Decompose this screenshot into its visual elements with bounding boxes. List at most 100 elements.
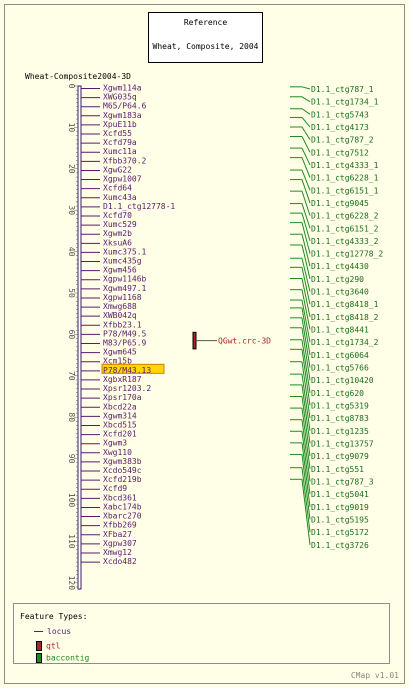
contig-label[interactable]: D1.1_ctg9045 bbox=[311, 199, 369, 208]
marker-label[interactable]: Xabc174b bbox=[103, 502, 142, 511]
contig-label[interactable]: D1.1_ctg5172 bbox=[311, 528, 369, 537]
contig-label[interactable]: D1.1_ctg8418_2 bbox=[311, 313, 379, 322]
marker-label[interactable]: Xbarc270 bbox=[103, 512, 142, 521]
axis-tick-label: 30 bbox=[67, 205, 76, 215]
marker-label[interactable]: Xumc529 bbox=[103, 220, 137, 229]
marker-label[interactable]: Xgwm314 bbox=[103, 411, 137, 420]
marker-label[interactable]: XksuA6 bbox=[103, 238, 132, 247]
marker-label[interactable]: Xbcd515 bbox=[103, 420, 137, 429]
marker-label[interactable]: Xpsr1203.2 bbox=[103, 384, 151, 393]
contig-label[interactable]: D1.1_ctg787_3 bbox=[311, 477, 374, 486]
marker-label[interactable]: P78/M49.5 bbox=[103, 329, 147, 338]
marker-label[interactable]: Xcfd70 bbox=[103, 211, 132, 220]
chromosome-bar[interactable] bbox=[77, 85, 82, 590]
contig-label[interactable]: D1.1_ctg8783 bbox=[311, 414, 369, 423]
contig-label[interactable]: D1.1_ctg620 bbox=[311, 389, 364, 398]
contig-label[interactable]: D1.1_ctg6151_1 bbox=[311, 186, 379, 195]
contig-label[interactable]: D1.1_ctg6228_1 bbox=[311, 174, 379, 183]
marker-label[interactable]: XWB042q bbox=[103, 311, 137, 320]
contig-label[interactable]: D1.1_ctg4333_2 bbox=[311, 237, 379, 246]
marker-label[interactable]: Xgpw1146b bbox=[103, 275, 147, 284]
marker-label[interactable]: Xbcd361 bbox=[103, 493, 137, 502]
contig-label[interactable]: D1.1_ctg3640 bbox=[311, 288, 369, 297]
contig-label[interactable]: D1.1_ctg5766 bbox=[311, 364, 369, 373]
marker-label[interactable]: M83/P65.9 bbox=[103, 339, 147, 348]
contig-connector bbox=[301, 384, 311, 444]
contig-label[interactable]: D1.1_ctg4430 bbox=[311, 262, 369, 271]
contig-label[interactable]: D1.1_ctg12778_2 bbox=[311, 250, 383, 259]
contig-label[interactable]: D1.1_ctg8418_1 bbox=[311, 300, 379, 309]
marker-label[interactable]: Xbcd22a bbox=[103, 402, 137, 411]
contig-label[interactable]: D1.1_ctg4333_1 bbox=[311, 161, 379, 170]
marker-label[interactable]: Xcfd55 bbox=[103, 129, 132, 138]
contig-label[interactable]: D1.1_ctg9079 bbox=[311, 452, 369, 461]
marker-label[interactable]: Xcfd219b bbox=[103, 475, 142, 484]
contig-label[interactable]: D1.1_ctg7512 bbox=[311, 148, 369, 157]
qtl-bar[interactable] bbox=[192, 331, 197, 350]
marker-label[interactable]: Xgwm456 bbox=[103, 266, 137, 275]
marker-label[interactable]: Xcdo482 bbox=[103, 557, 137, 566]
marker-label[interactable]: Xcfd64 bbox=[103, 184, 132, 193]
marker-label[interactable]: Xgwm114a bbox=[103, 83, 142, 92]
marker-label[interactable]: XWG035q bbox=[103, 93, 137, 102]
marker-label[interactable]: Xwg110 bbox=[103, 448, 132, 457]
marker-label[interactable]: Xgwm645 bbox=[103, 348, 137, 357]
contig-label[interactable]: D1.1_ctg9019 bbox=[311, 503, 369, 512]
marker-label[interactable]: Xgpw1007 bbox=[103, 175, 142, 184]
marker-label[interactable]: D1.1_ctg12778-1 bbox=[103, 202, 175, 211]
marker-label[interactable]: Xumc43a bbox=[103, 193, 137, 202]
marker-label[interactable]: Xcdo549c bbox=[103, 466, 142, 475]
marker-label[interactable]: Xgpw307 bbox=[103, 539, 137, 548]
map-name-label[interactable]: Wheat-Composite2004-3D bbox=[25, 72, 131, 81]
marker-label[interactable]: Xcfd79a bbox=[103, 138, 137, 147]
marker-label[interactable]: Xmwg688 bbox=[103, 302, 137, 311]
contig-label[interactable]: D1.1_ctg1734_2 bbox=[311, 338, 379, 347]
marker-label[interactable]: Xfbb370.2 bbox=[103, 156, 147, 165]
marker-label[interactable]: XgbxR187 bbox=[103, 375, 142, 384]
contig-connector bbox=[301, 431, 311, 495]
contig-connector bbox=[301, 136, 311, 153]
contig-label[interactable]: D1.1_ctg6228_2 bbox=[311, 212, 379, 221]
marker-label[interactable]: Xgwm183a bbox=[103, 111, 142, 120]
marker-label[interactable]: Xfbb23.1 bbox=[103, 320, 142, 329]
marker-label[interactable]: XpuE11b bbox=[103, 120, 137, 129]
axis-tick-label: 120 bbox=[67, 576, 76, 591]
contig-label[interactable]: D1.1_ctg290 bbox=[311, 275, 364, 284]
marker-label[interactable]: XFba27 bbox=[103, 530, 132, 539]
contig-label[interactable]: D1.1_ctg3726 bbox=[311, 541, 369, 550]
marker-label[interactable]: Xcfd9 bbox=[103, 484, 127, 493]
marker-label[interactable]: XgwG22 bbox=[103, 165, 132, 174]
qtl-label[interactable]: QGwt.crc-3D bbox=[218, 337, 271, 346]
map-canvas: 0 10 20 30 40 50 60 70 80 90 100 110 120 Xgwm114aXWG0… bbox=[67, 83, 383, 591]
marker-label[interactable]: P78/M43.13 bbox=[103, 366, 151, 375]
marker-label[interactable]: Xgwm3 bbox=[103, 439, 127, 448]
contig-label[interactable]: D1.1_ctg1734_1 bbox=[311, 98, 379, 107]
marker-label[interactable]: Xumc11a bbox=[103, 147, 137, 156]
marker-label[interactable]: Xumc375.1 bbox=[103, 247, 147, 256]
contig-label[interactable]: D1.1_ctg787_2 bbox=[311, 136, 374, 145]
marker-label[interactable]: Xcfd201 bbox=[103, 430, 137, 439]
marker-label[interactable]: Xcm15b bbox=[103, 357, 132, 366]
marker-label[interactable]: Xpsr170a bbox=[103, 393, 142, 402]
marker-label[interactable]: Xgpw1168 bbox=[103, 293, 142, 302]
marker-label[interactable]: Xumc435g bbox=[103, 257, 142, 266]
marker-label[interactable]: Xgwm497.1 bbox=[103, 284, 147, 293]
contig-label[interactable]: D1.1_ctg787_1 bbox=[311, 85, 374, 94]
contig-label[interactable]: D1.1_ctg8441 bbox=[311, 326, 369, 335]
contig-label[interactable]: D1.1_ctg5743 bbox=[311, 110, 369, 119]
contig-label[interactable]: D1.1_ctg551 bbox=[311, 465, 364, 474]
marker-label[interactable]: Xmwg12 bbox=[103, 548, 132, 557]
contig-label[interactable]: D1.1_ctg5319 bbox=[311, 402, 369, 411]
contig-label[interactable]: D1.1_ctg5195 bbox=[311, 515, 369, 524]
contig-label[interactable]: D1.1_ctg13757 bbox=[311, 439, 374, 448]
marker-label[interactable]: Xgwm2b bbox=[103, 229, 132, 238]
contig-label[interactable]: D1.1_ctg1235 bbox=[311, 427, 369, 436]
contig-label[interactable]: D1.1_ctg6151_2 bbox=[311, 224, 379, 233]
contig-label[interactable]: D1.1_ctg4173 bbox=[311, 123, 369, 132]
contig-label[interactable]: D1.1_ctg5041 bbox=[311, 490, 369, 499]
contig-label[interactable]: D1.1_ctg6064 bbox=[311, 351, 369, 360]
contig-label[interactable]: D1.1_ctg10420 bbox=[311, 376, 374, 385]
marker-label[interactable]: Xgwm383b bbox=[103, 457, 142, 466]
marker-label[interactable]: Xfbb269 bbox=[103, 521, 137, 530]
marker-label[interactable]: M65/P64.6 bbox=[103, 102, 147, 111]
